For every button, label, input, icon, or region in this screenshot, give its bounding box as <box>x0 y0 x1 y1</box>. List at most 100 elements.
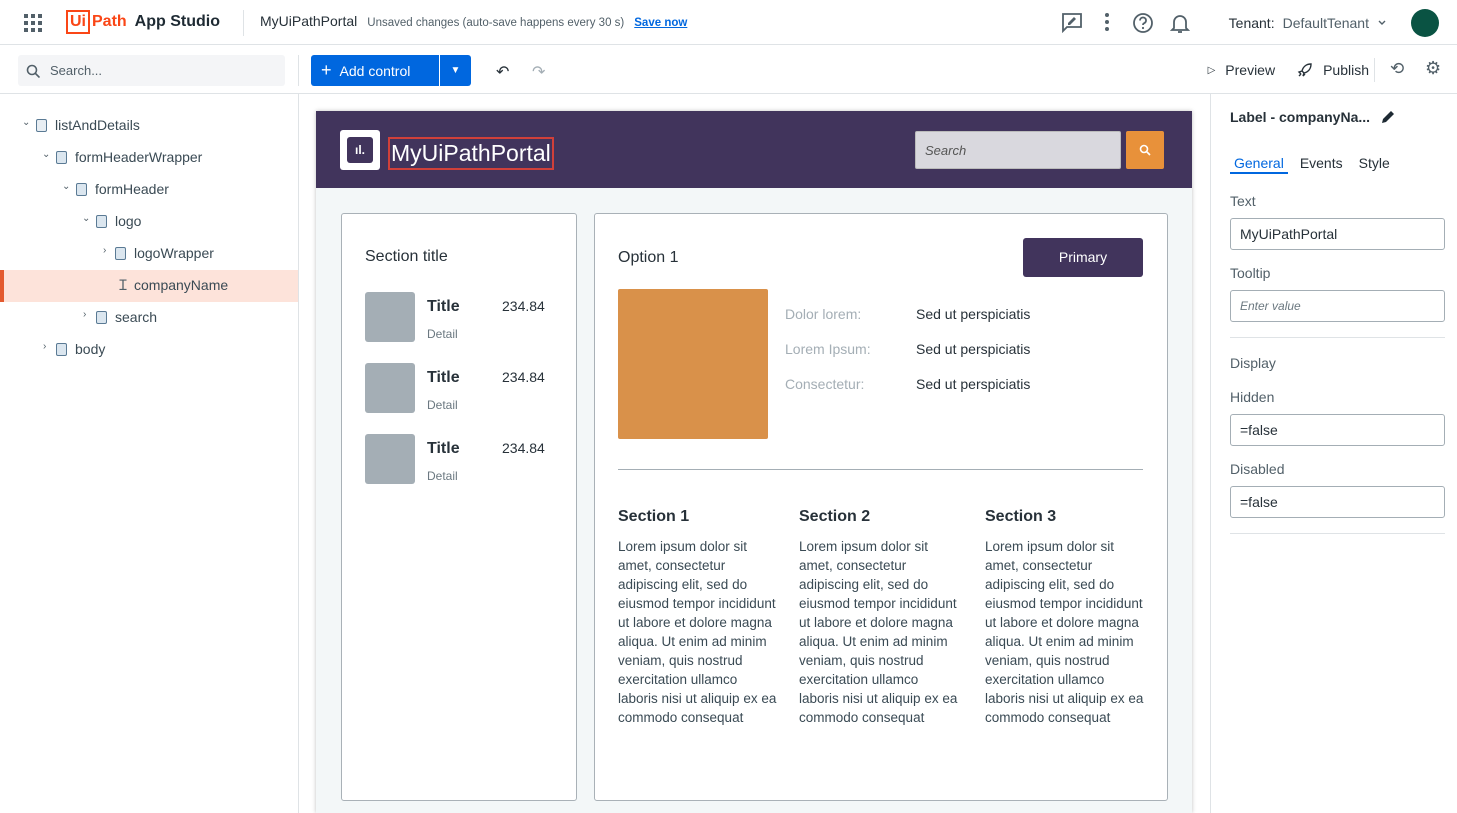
app-logo[interactable]: ıl. <box>340 130 380 170</box>
brand[interactable]: Ui Path App Studio <box>66 10 220 34</box>
list-item-title: Title <box>427 298 460 315</box>
container-icon <box>96 215 107 228</box>
rocket-icon <box>1297 63 1312 77</box>
chevron-down-icon[interactable]: ⌄ <box>22 117 31 128</box>
primary-button[interactable]: Primary <box>1023 238 1143 277</box>
text-label: Text <box>1230 193 1256 209</box>
bell-icon[interactable] <box>1169 12 1191 37</box>
detail-title: Option 1 <box>618 249 679 266</box>
chevron-down-icon[interactable]: ⌄ <box>82 213 91 224</box>
tree-item-label: body <box>75 341 106 357</box>
redo-icon[interactable]: ↷ <box>532 64 546 81</box>
divider <box>1230 533 1445 534</box>
tree-item-search[interactable]: › search <box>0 302 298 334</box>
list-item-detail: Detail <box>427 327 458 341</box>
tab-style[interactable]: Style <box>1358 155 1390 171</box>
add-control-label: Add control <box>339 63 411 79</box>
list-item-value: 234.84 <box>502 298 545 314</box>
brand-logo-path: Path <box>92 13 127 30</box>
list-item-title: Title <box>427 369 460 386</box>
tree-item-label: formHeaderWrapper <box>75 149 203 165</box>
app-name: App Studio <box>134 13 220 30</box>
apps-grid-icon[interactable] <box>24 14 42 32</box>
tree-search-input[interactable]: Search... <box>18 55 285 86</box>
disabled-input[interactable]: =false <box>1230 486 1445 518</box>
section-text: Lorem ipsum dolor sit amet, consectetur … <box>985 539 1144 725</box>
project-info: MyUiPathPortal Unsaved changes (auto-sav… <box>260 13 687 33</box>
text-input[interactable]: MyUiPathPortal <box>1230 218 1445 250</box>
section-title: Section 3 <box>985 508 1057 525</box>
avatar[interactable] <box>1411 9 1439 37</box>
add-control-button[interactable]: + Add control <box>311 55 439 86</box>
chevron-right-icon[interactable]: › <box>83 309 87 320</box>
tree-item-logoWrapper[interactable]: › logoWrapper <box>0 238 298 270</box>
tree-item-label: logoWrapper <box>134 245 214 261</box>
save-now-link[interactable]: Save now <box>634 17 688 29</box>
app-search-button[interactable] <box>1126 131 1164 169</box>
tab-events[interactable]: Events <box>1299 155 1343 171</box>
search-icon <box>26 64 40 78</box>
hidden-input[interactable]: =false <box>1230 414 1445 446</box>
properties-header: Label - companyNa... <box>1230 106 1445 128</box>
properties-title: Label - companyNa... <box>1230 109 1371 125</box>
section-title: Section 2 <box>799 508 871 525</box>
section-text: Lorem ipsum dolor sit amet, consectetur … <box>618 539 777 725</box>
properties-tabs: General Events Style <box>1230 155 1394 174</box>
form-icon <box>36 119 47 132</box>
list-title: Section title <box>365 248 448 265</box>
disabled-label: Disabled <box>1230 461 1285 477</box>
field-value: Sed ut perspiciatis <box>916 341 1031 357</box>
tree-item-listAndDetails[interactable]: ⌄ listAndDetails <box>0 110 298 142</box>
brand-logo-ui: Ui <box>66 10 90 34</box>
list-item-thumbnail <box>365 363 415 413</box>
preview-button[interactable]: Preview <box>1225 62 1276 78</box>
list-item-value: 234.84 <box>502 440 545 456</box>
gear-icon[interactable]: ⚙ <box>1425 58 1442 78</box>
tree-item-body[interactable]: › body <box>0 334 298 366</box>
toolbar-actions: ▷ Preview Publish <box>1208 58 1369 82</box>
pencil-icon[interactable] <box>1380 109 1396 125</box>
tree-item-logo[interactable]: ⌄ logo <box>0 206 298 238</box>
app-search-input[interactable]: Search <box>915 131 1121 169</box>
chevron-down-icon[interactable]: ⌄ <box>42 149 51 160</box>
history-icon[interactable]: ⟲ <box>1390 59 1405 78</box>
section-text: Lorem ipsum dolor sit amet, consectetur … <box>799 539 958 725</box>
tree-item-label: formHeader <box>95 181 169 197</box>
tree-item-formHeaderWrapper[interactable]: ⌄ formHeaderWrapper <box>0 142 298 174</box>
help-icon[interactable] <box>1132 12 1154 37</box>
list-item-title: Title <box>427 440 460 457</box>
feedback-icon[interactable] <box>1061 11 1083 36</box>
divider <box>1230 337 1445 338</box>
tab-general[interactable]: General <box>1230 155 1288 174</box>
more-vert-icon[interactable] <box>1099 12 1115 35</box>
chevron-right-icon[interactable]: › <box>103 245 107 256</box>
company-name-label[interactable]: MyUiPathPortal <box>388 137 554 170</box>
section-title: Section 1 <box>618 508 690 525</box>
chevron-down-icon[interactable]: ⌄ <box>62 181 71 192</box>
undo-icon[interactable]: ↶ <box>496 64 510 81</box>
top-bar <box>0 0 1457 45</box>
container-icon <box>56 151 67 164</box>
chevron-right-icon[interactable]: › <box>43 341 47 352</box>
hidden-label: Hidden <box>1230 389 1275 405</box>
list-item-value: 234.84 <box>502 369 545 385</box>
tenant-selector[interactable]: Tenant: DefaultTenant <box>1229 13 1387 33</box>
add-control-dropdown[interactable]: ▼ <box>440 55 471 86</box>
tooltip-input[interactable]: Enter value <box>1230 290 1445 322</box>
field-label: Lorem Ipsum: <box>785 341 871 357</box>
field-value: Sed ut perspiciatis <box>916 306 1031 322</box>
tooltip-label: Tooltip <box>1230 265 1271 281</box>
search-placeholder: Search... <box>50 63 103 78</box>
save-status: Unsaved changes (auto-save happens every… <box>367 17 625 29</box>
detail-image <box>618 289 768 439</box>
list-item-thumbnail <box>365 292 415 342</box>
container-icon <box>76 183 87 196</box>
divider <box>243 10 244 36</box>
container-icon <box>56 343 67 356</box>
publish-button[interactable]: Publish <box>1323 62 1369 78</box>
tree-item-label: search <box>115 309 158 325</box>
tree-item-formHeader[interactable]: ⌄ formHeader <box>0 174 298 206</box>
divider <box>1374 58 1375 82</box>
chevron-down-icon <box>1378 20 1386 25</box>
